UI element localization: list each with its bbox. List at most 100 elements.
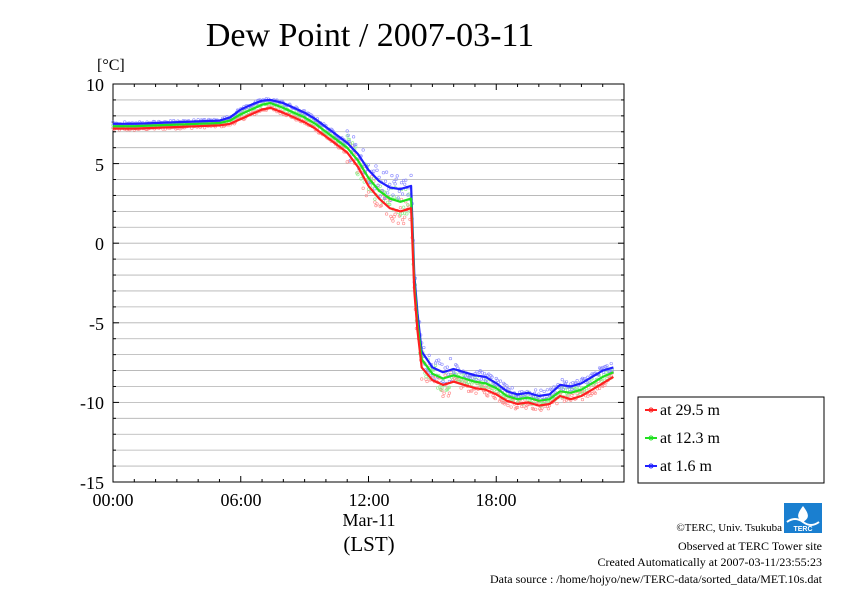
x-tick-labels: 00:00 06:00 12:00 18:00 — [92, 490, 516, 510]
data-point — [447, 391, 452, 395]
x-axis-date-label: Mar-11 — [343, 510, 396, 530]
data-point — [346, 133, 350, 137]
data-point — [590, 392, 594, 396]
data-point — [534, 407, 538, 411]
data-point — [575, 379, 579, 383]
data-point — [391, 219, 395, 223]
data-point — [446, 372, 450, 376]
data-point — [600, 379, 604, 383]
data-point — [487, 372, 491, 376]
source-text: Data source : /home/hojyo/new/TERC-data/… — [490, 572, 823, 586]
data-point — [366, 163, 371, 167]
y-tick-label: -15 — [80, 473, 104, 493]
y-tick-label: -10 — [80, 393, 104, 413]
data-point — [379, 204, 383, 208]
y-tick-label: 0 — [95, 234, 104, 254]
data-point — [440, 362, 444, 366]
data-point — [441, 394, 445, 398]
data-point — [560, 378, 564, 382]
data-point — [351, 135, 356, 139]
data-point — [605, 364, 609, 368]
data-point — [505, 384, 509, 388]
data-point — [377, 175, 381, 179]
footer: ©TERC, Univ. Tsukuba Observed at TERC To… — [490, 522, 823, 586]
data-point — [493, 396, 497, 401]
legend-label: at 1.6 m — [660, 458, 713, 475]
data-point — [391, 193, 395, 197]
series-line — [113, 101, 614, 402]
data-point — [378, 194, 382, 198]
data-point — [399, 181, 404, 185]
data-point — [509, 405, 513, 409]
data-point — [424, 375, 428, 379]
data-point — [406, 193, 410, 197]
data-point — [361, 186, 365, 190]
legend-label: at 29.5 m — [660, 402, 721, 419]
data-point — [459, 386, 463, 390]
data-point — [506, 403, 510, 408]
data-point — [402, 221, 406, 226]
data-point — [402, 205, 406, 209]
terc-logo: TERC — [784, 503, 822, 533]
data-point — [555, 402, 559, 406]
data-point — [441, 379, 445, 383]
data-point — [471, 376, 475, 380]
data-point — [356, 173, 360, 177]
data-point — [463, 379, 467, 383]
data-point — [539, 388, 543, 392]
data-point — [398, 213, 403, 217]
data-point — [482, 372, 487, 376]
data-point — [474, 391, 478, 395]
data-point — [383, 179, 388, 183]
data-point — [443, 373, 447, 377]
y-tick-label: -5 — [89, 314, 104, 334]
series-lines — [113, 98, 614, 407]
axis-ticks — [112, 83, 625, 483]
data-point — [347, 139, 351, 144]
legend-entry-1-6m: at 1.6 m — [645, 458, 713, 475]
chart-title: Dew Point / 2007-03-11 — [206, 17, 534, 54]
data-point — [350, 141, 355, 145]
x-tick-label: 12:00 — [348, 490, 389, 510]
data-point — [405, 212, 409, 216]
copyright-text: ©TERC, Univ. Tsukuba — [676, 522, 782, 534]
data-point — [393, 212, 397, 216]
data-point — [447, 385, 452, 389]
y-tick-label: 5 — [95, 155, 104, 175]
data-point — [370, 175, 374, 179]
data-point — [422, 345, 426, 350]
data-point — [559, 386, 563, 391]
legend-marker — [648, 435, 654, 441]
data-point — [386, 191, 390, 195]
data-point — [427, 353, 431, 358]
data-point — [531, 407, 536, 411]
plot-frame — [112, 83, 625, 483]
data-point — [524, 406, 528, 410]
data-point — [597, 386, 602, 390]
observed-text: Observed at TERC Tower site — [678, 539, 822, 553]
data-point — [583, 377, 587, 381]
data-point — [388, 202, 392, 207]
data-point — [388, 182, 392, 186]
data-point — [409, 173, 413, 177]
data-point — [425, 379, 429, 384]
data-point — [603, 383, 607, 387]
data-point — [400, 192, 405, 196]
data-point — [570, 387, 574, 391]
data-point — [420, 377, 424, 381]
data-point — [571, 381, 575, 385]
data-point — [403, 182, 407, 186]
data-point — [545, 388, 549, 392]
y-tick-labels: 10 5 0 -5 -10 -15 — [80, 75, 104, 493]
legend: at 29.5 m at 12.3 m at 1.6 m — [637, 396, 825, 484]
data-point — [406, 203, 410, 207]
data-point — [520, 404, 524, 409]
data-point — [396, 196, 400, 200]
data-point — [373, 200, 377, 204]
data-point — [404, 178, 408, 182]
data-point — [546, 407, 551, 411]
data-point — [394, 177, 398, 181]
data-point — [446, 394, 450, 398]
data-point — [515, 405, 520, 409]
data-point — [470, 389, 474, 393]
